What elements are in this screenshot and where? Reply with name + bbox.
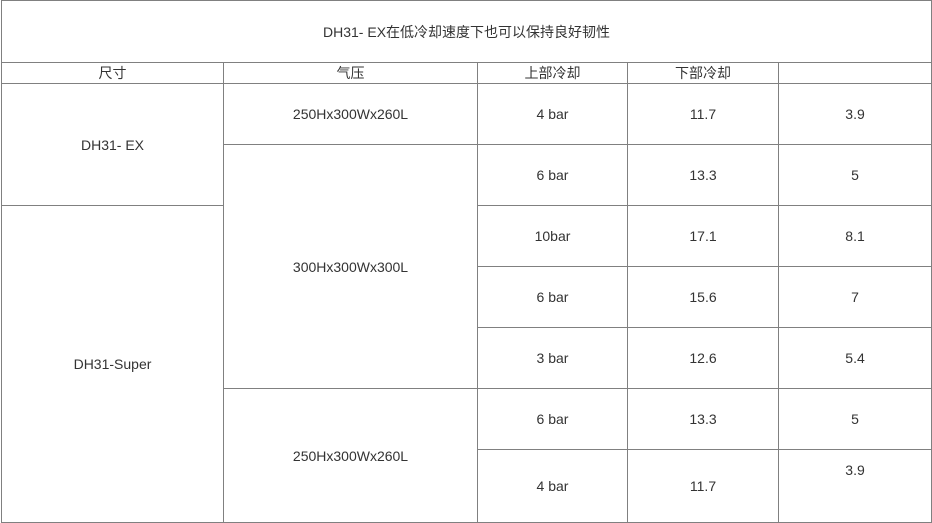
upper-cell: 13.3 (627, 144, 779, 206)
upper-cell: 11.7 (627, 83, 779, 145)
table-row: 4 bar 11.7 3.9 (2, 449, 932, 523)
lower-cell: 7 (777, 266, 932, 328)
header-pressure: 气压 (223, 62, 478, 84)
pressure-cell: 4 bar (477, 449, 628, 523)
table-row: DH31- EX 250Hx300Wx260L 4 bar 11.7 3.9 (1, 83, 932, 206)
lower-cell: 5 (777, 144, 932, 206)
upper-cell: 12.6 (627, 327, 779, 389)
size-cell: 300Hx300Wx300L (223, 144, 478, 389)
header-upper-cooling: 上部冷却 (477, 62, 628, 84)
pressure-cell: 4 bar (477, 83, 628, 145)
pressure-cell: 3 bar (477, 327, 628, 389)
pressure-cell: 6 bar (477, 144, 628, 206)
table-row: 250Hx300Wx260L 6 bar 13.3 5 (2, 388, 932, 523)
pressure-cell: 10bar (477, 205, 628, 267)
table-row: 6 bar 15.6 7 (2, 266, 932, 328)
upper-cell: 11.7 (627, 449, 779, 523)
table-row: 3 bar 12.6 5.4 (2, 327, 932, 389)
pressure-cell: 6 bar (477, 266, 628, 328)
group-cell: DH31- EX (1, 83, 224, 206)
lower-cell: 8.1 (777, 205, 932, 267)
lower-cell: 5 (777, 388, 932, 450)
size-cell: 250Hx300Wx260L (223, 388, 478, 523)
lower-cell: 5.4 (777, 327, 932, 389)
size-cell: 250Hx300Wx260L (223, 83, 478, 145)
upper-cell: 13.3 (627, 388, 779, 450)
pressure-cell: 6 bar (477, 388, 628, 450)
upper-cell: 15.6 (627, 266, 779, 328)
table-title: DH31- EX在低冷却速度下也可以保持良好韧性 (0, 0, 932, 63)
group-cell: DH31-Super (1, 205, 224, 523)
table-row: 300Hx300Wx300L 6 bar 13.3 5 (2, 144, 932, 389)
header-empty (777, 62, 932, 84)
upper-cell: 17.1 (627, 205, 779, 267)
table-row: DH31-Super 10bar 17.1 8.1 (1, 205, 932, 523)
header-size: 尺寸 (1, 62, 224, 84)
header-lower-cooling: 下部冷却 (627, 62, 779, 84)
lower-cell: 3.9 (777, 449, 932, 523)
lower-cell: 3.9 (777, 83, 932, 145)
